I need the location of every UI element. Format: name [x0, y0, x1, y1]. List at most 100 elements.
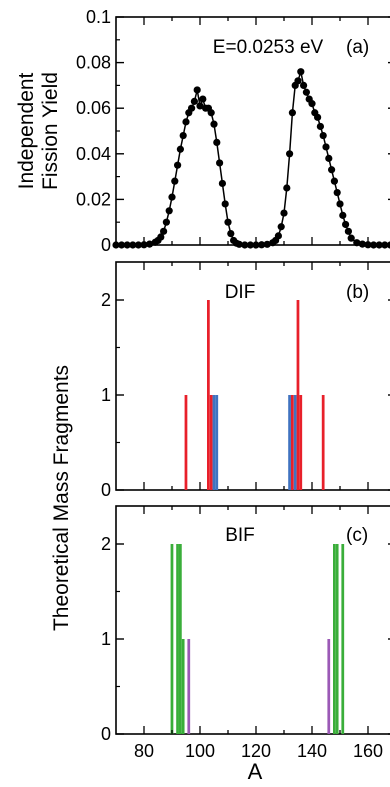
- panel-c-label: (c): [346, 525, 368, 546]
- yield-point: [263, 240, 271, 248]
- x-tick-label: 80: [134, 741, 154, 761]
- fragment-bar: [288, 395, 291, 490]
- yield-point: [319, 131, 327, 140]
- yield-point: [213, 138, 221, 146]
- yield-point: [300, 81, 308, 89]
- yield-point: [339, 211, 347, 219]
- yield-point: [353, 239, 361, 247]
- fragment-bar: [321, 395, 325, 490]
- yield-point: [274, 232, 282, 240]
- yield-point: [168, 193, 176, 201]
- yield-point: [224, 218, 232, 226]
- x-tick-label: 120: [241, 741, 271, 761]
- yield-point: [182, 118, 190, 126]
- panel-b-annotation: DIF: [225, 282, 256, 303]
- yield-line: [116, 71, 390, 246]
- yield-point: [246, 241, 254, 249]
- panel-c-marks: [170, 544, 345, 734]
- yield-point: [286, 150, 294, 158]
- fragment-bar: [176, 544, 179, 734]
- yield-point: [210, 120, 218, 128]
- yield-point: [196, 102, 204, 110]
- yield-point: [235, 240, 243, 248]
- y-tick-label: 0.04: [76, 144, 111, 164]
- yield-point: [344, 227, 352, 235]
- fragment-bar: [291, 395, 294, 490]
- y-tick-label: 0: [101, 480, 111, 500]
- yield-point: [381, 241, 389, 249]
- fragment-bar: [327, 639, 331, 734]
- yield-point: [207, 109, 215, 117]
- panel-a-label: (a): [346, 37, 369, 58]
- yield-point: [157, 233, 165, 241]
- yield-point: [176, 145, 184, 153]
- y-tick-label: 1: [101, 629, 111, 649]
- yield-point: [288, 109, 296, 117]
- yield-point: [375, 241, 383, 249]
- y-tick-label: 2: [101, 290, 111, 310]
- yield-point: [370, 241, 378, 249]
- yield-point: [188, 104, 196, 112]
- yield-point: [216, 159, 224, 167]
- yield-point: [123, 241, 131, 249]
- fragment-bar: [293, 395, 297, 490]
- panel-a-ylabel-line2: Fission Yield: [39, 72, 62, 190]
- fragment-bar: [333, 544, 336, 734]
- yield-point: [134, 241, 142, 249]
- y-tick-label: 0.02: [76, 189, 111, 209]
- y-tick-label: 0: [101, 235, 111, 255]
- yield-point: [302, 88, 310, 96]
- yield-point: [171, 177, 179, 185]
- yield-point: [165, 207, 173, 215]
- fragment-bar: [296, 300, 300, 490]
- yield-point: [330, 177, 338, 185]
- panel-c-annotation: BIF: [225, 525, 255, 546]
- yield-point: [280, 209, 288, 217]
- yield-point: [160, 227, 168, 235]
- yield-point: [193, 86, 201, 94]
- yield-point: [316, 122, 324, 131]
- yield-point: [314, 113, 322, 121]
- yield-point: [358, 240, 366, 248]
- fragment-bar: [215, 395, 219, 490]
- yield-point: [333, 188, 341, 197]
- panel-a-marks: [112, 68, 390, 249]
- yield-point: [308, 100, 316, 108]
- yield-point: [322, 143, 330, 151]
- fragment-bar: [179, 544, 182, 734]
- y-tick-label: 1: [101, 385, 111, 405]
- panel-b-label: (b): [346, 282, 369, 303]
- yield-point: [342, 220, 350, 229]
- x-tick-label: 100: [185, 741, 215, 761]
- yield-point: [294, 77, 302, 85]
- x-tick-label: 160: [353, 741, 383, 761]
- fragment-bar: [341, 544, 345, 734]
- y-tick-label: 0.1: [86, 7, 111, 27]
- y-tick-label: 2: [101, 534, 111, 554]
- fragment-bar: [181, 639, 185, 734]
- yield-point: [179, 131, 187, 140]
- yield-point: [241, 241, 249, 249]
- fragment-bar: [184, 395, 188, 490]
- y-tick-label: 0.08: [76, 53, 111, 73]
- yield-point: [162, 218, 170, 226]
- yield-point: [325, 154, 333, 162]
- yield-point: [347, 234, 355, 242]
- y-tick-label: 0.06: [76, 98, 111, 118]
- yield-point: [277, 223, 285, 231]
- fragment-bar: [209, 395, 213, 490]
- yield-point: [328, 166, 336, 174]
- yield-point: [283, 184, 291, 192]
- yield-point: [129, 241, 137, 249]
- fragment-bar: [170, 544, 174, 734]
- panel-b-marks: [184, 300, 325, 490]
- fragment-bar: [207, 300, 210, 490]
- x-axis-label: A: [248, 759, 263, 784]
- panel-a-annotation: E=0.0253 eV: [213, 37, 324, 58]
- x-tick-label: 140: [297, 741, 327, 761]
- yield-point: [221, 200, 229, 208]
- yield-point: [174, 161, 182, 169]
- yield-point: [297, 68, 305, 76]
